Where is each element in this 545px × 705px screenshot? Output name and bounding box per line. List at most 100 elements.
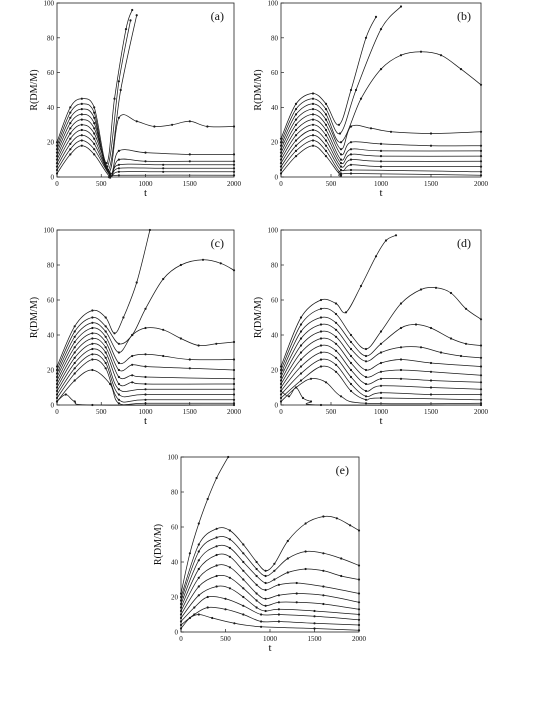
data-point	[162, 170, 165, 173]
data-point	[324, 128, 328, 132]
data-point	[279, 372, 283, 375]
y-tick-label: 60	[47, 69, 55, 77]
data-point	[384, 239, 388, 242]
data-point	[479, 356, 483, 359]
series-line	[56, 322, 235, 374]
data-point	[215, 342, 218, 345]
data-point	[357, 618, 361, 621]
data-point	[117, 375, 120, 379]
y-tick-label: 20	[171, 594, 179, 602]
data-point	[93, 111, 96, 114]
data-point	[144, 398, 147, 401]
data-point	[364, 360, 368, 363]
data-point	[55, 158, 59, 161]
data-point	[309, 400, 313, 403]
data-point	[91, 316, 94, 319]
data-point	[232, 160, 236, 163]
x-tick-label: 2000	[352, 635, 367, 643]
data-point	[399, 377, 403, 380]
data-point	[389, 130, 393, 133]
data-point	[429, 144, 433, 147]
data-point	[144, 365, 147, 368]
data-point	[144, 353, 147, 356]
series-5	[279, 337, 483, 386]
series-line	[280, 114, 482, 156]
panel-label: (e)	[336, 463, 349, 477]
series-line	[56, 9, 133, 164]
data-point	[264, 581, 267, 585]
data-point	[459, 68, 463, 71]
data-point	[228, 587, 231, 590]
data-point	[319, 298, 323, 302]
data-point	[228, 555, 231, 558]
y-tick-label: 0	[51, 402, 55, 410]
data-point	[91, 309, 94, 312]
data-point	[369, 127, 373, 130]
data-point	[104, 330, 107, 333]
data-point	[69, 142, 72, 145]
x-axis-label: t	[379, 187, 382, 199]
data-point	[299, 330, 303, 333]
data-point	[479, 393, 483, 396]
data-point	[179, 599, 183, 602]
data-point	[349, 168, 353, 172]
data-point	[232, 382, 236, 386]
x-tick-label: 1000	[374, 180, 389, 188]
data-point	[379, 370, 383, 373]
data-point	[69, 153, 72, 156]
x-tick-label: 500	[96, 180, 107, 188]
series-10	[55, 368, 236, 406]
data-point	[294, 144, 298, 147]
series-6	[279, 344, 483, 389]
x-tick-label: 0	[55, 408, 59, 416]
panel-label: (a)	[211, 9, 224, 23]
y-tick-label: 80	[47, 262, 55, 270]
data-point	[264, 597, 267, 600]
data-point	[255, 567, 258, 571]
data-point	[279, 162, 283, 165]
x-tick-label: 2000	[474, 408, 489, 416]
data-point	[162, 277, 165, 281]
data-point	[91, 337, 94, 340]
data-point	[334, 328, 338, 331]
data-point	[117, 361, 120, 365]
series-line	[56, 134, 234, 177]
data-point	[104, 367, 107, 370]
x-tick-label: 1500	[424, 180, 439, 188]
data-point	[264, 588, 267, 592]
data-point	[357, 629, 361, 632]
x-tick-label: 500	[220, 635, 231, 643]
x-tick-label: 1000	[263, 635, 278, 643]
y-tick-label: 100	[168, 454, 179, 462]
data-point	[117, 382, 120, 386]
data-point	[399, 326, 403, 330]
y-axis-label: R(DM/M)	[153, 524, 164, 565]
data-point	[311, 134, 315, 137]
data-point	[479, 155, 483, 158]
series-line	[56, 119, 235, 175]
data-point	[179, 616, 183, 620]
data-point	[73, 361, 76, 365]
data-point	[117, 174, 120, 177]
data-point	[179, 602, 183, 606]
x-tick-label: 1500	[183, 408, 198, 416]
data-point	[479, 170, 483, 173]
data-point	[313, 627, 316, 630]
data-point	[55, 382, 59, 386]
data-point	[242, 604, 245, 607]
data-point	[311, 144, 315, 147]
data-point	[479, 160, 483, 163]
series-6	[55, 342, 236, 389]
data-point	[379, 361, 383, 365]
data-point	[439, 54, 443, 57]
data-point	[334, 370, 338, 373]
data-point	[349, 172, 353, 175]
data-point	[117, 170, 120, 173]
data-point	[228, 576, 231, 579]
data-point	[429, 361, 433, 365]
data-point	[479, 374, 483, 377]
data-point	[279, 379, 283, 382]
y-tick-label: 20	[47, 139, 55, 147]
data-point	[242, 587, 245, 590]
